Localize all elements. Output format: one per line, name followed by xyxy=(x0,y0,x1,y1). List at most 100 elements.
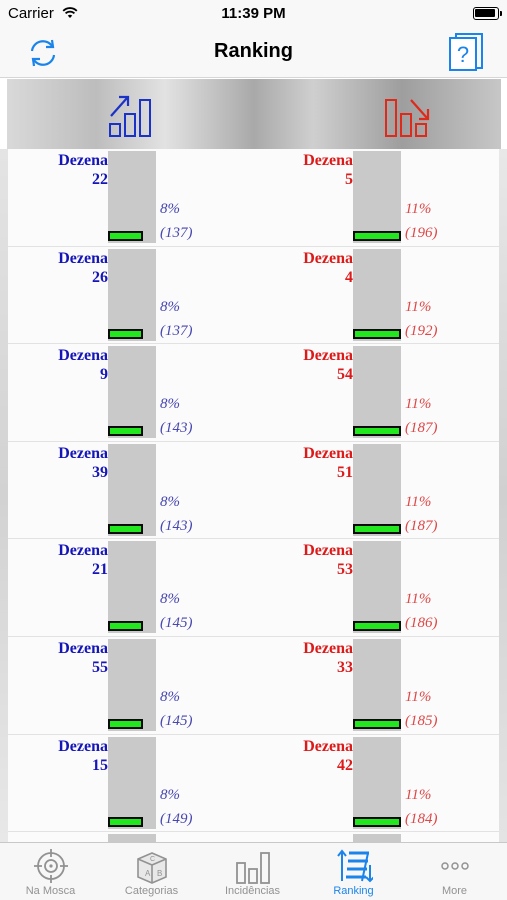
count-value: (192) xyxy=(405,322,438,339)
count-value: (137) xyxy=(160,225,193,241)
dezena-title: Dezena xyxy=(58,249,108,267)
frequency-bar xyxy=(353,736,401,829)
ranking-icon xyxy=(337,849,373,883)
dezena-title: Dezena xyxy=(303,639,353,657)
tab-more[interactable]: More xyxy=(404,843,505,900)
status-bar: Carrier 11:39 PM xyxy=(0,0,507,28)
dezena-number: 42 xyxy=(337,756,353,774)
frequency-bar-fill xyxy=(353,621,401,632)
count-value: (184) xyxy=(405,810,438,827)
status-time: 11:39 PM xyxy=(221,5,286,22)
frequency-bar-fill xyxy=(108,523,143,534)
frequency-bar xyxy=(108,638,156,731)
dezena-title: Dezena xyxy=(303,542,353,560)
battery-icon xyxy=(473,7,502,20)
svg-text:A: A xyxy=(145,869,151,878)
dezena-label: Dezena 4 xyxy=(303,249,353,287)
ranking-row[interactable]: Dezena 21 8% (145) Dezena 53 11% (186) xyxy=(8,539,499,637)
frequency-bar-fill xyxy=(353,816,401,827)
frequency-bar xyxy=(108,736,156,829)
dezena-label: Dezena 22 xyxy=(58,151,108,189)
dezena-title: Dezena xyxy=(303,152,353,169)
percent-value: 11% xyxy=(405,396,432,413)
frequency-bar-fill xyxy=(108,816,143,827)
most-frequent-cell: Dezena 51 11% (187) xyxy=(253,442,498,538)
tab-ranking[interactable]: Ranking xyxy=(303,843,404,900)
frequency-bar xyxy=(108,443,156,536)
tab-bar: Na Mosca A B C Categorias Incidências Ra… xyxy=(0,842,507,900)
dezena-label: Dezena 15 xyxy=(58,737,108,775)
frequency-bar-fill xyxy=(108,231,143,241)
svg-text:B: B xyxy=(157,869,162,878)
ranking-list[interactable]: Dezena 22 8% (137) Dezena 5 11% (196) Dezena 26 8%… xyxy=(8,149,499,842)
frequency-bar xyxy=(108,541,156,634)
dezena-label: Dezena 26 xyxy=(58,249,108,287)
dezena-number: 53 xyxy=(337,561,353,579)
dezena-number: 55 xyxy=(92,658,108,676)
count-value: (187) xyxy=(405,517,438,534)
dezena-title: Dezena xyxy=(303,737,353,755)
percent-value: 8% xyxy=(160,201,180,217)
ranking-row[interactable]: Dezena 9 8% (143) Dezena 54 11% (187) xyxy=(8,344,499,442)
tab-incidencias[interactable]: Incidências xyxy=(202,843,303,900)
help-icon[interactable]: ? xyxy=(447,32,485,72)
tab-label: Categorias xyxy=(124,885,179,897)
frequency-bar xyxy=(108,151,156,243)
count-value: (145) xyxy=(160,712,193,729)
dezena-number: 33 xyxy=(337,658,353,676)
frequency-bar xyxy=(353,834,401,842)
dezena-label: Dezena 9 xyxy=(58,346,108,384)
ranking-row[interactable]: Dezena 22 8% (137) Dezena 5 11% (196) xyxy=(8,149,499,247)
count-value: (186) xyxy=(405,615,438,632)
dezena-title: Dezena xyxy=(58,444,108,462)
frequency-bar xyxy=(353,638,401,731)
frequency-bar-fill xyxy=(353,718,401,729)
dezena-title: Dezena xyxy=(58,737,108,755)
dezena-label: Dezena 21 xyxy=(58,541,108,579)
percent-value: 11% xyxy=(405,493,432,510)
dezena-number: 39 xyxy=(92,463,108,481)
least-frequent-cell: Dezena 9 8% (143) xyxy=(8,344,253,440)
ranking-row[interactable]: Dezena 26 8% (137) Dezena 4 11% (192) xyxy=(8,247,499,345)
tab-label: Incidências xyxy=(224,885,281,897)
count-value: (145) xyxy=(160,615,193,632)
ranking-row[interactable]: Dezena 55 8% (145) Dezena 33 11% (185) xyxy=(8,637,499,735)
least-frequent-cell: Dezena 21 8% (145) xyxy=(8,539,253,635)
svg-text:?: ? xyxy=(457,42,469,67)
percent-value: 11% xyxy=(405,688,432,705)
ranking-row[interactable]: Dezena 39 8% (143) Dezena 51 11% (187) xyxy=(8,442,499,540)
most-frequent-cell: Dezena 53 11% (186) xyxy=(253,539,498,635)
frequency-bar xyxy=(353,151,401,243)
frequency-bar-fill xyxy=(353,523,401,534)
carrier-label: Carrier xyxy=(8,5,54,22)
frequency-bar-fill xyxy=(108,718,143,729)
dezena-label: Dezena 55 xyxy=(58,639,108,677)
refresh-icon[interactable] xyxy=(26,36,60,70)
percent-value: 8% xyxy=(160,591,180,608)
ranking-header-band xyxy=(7,79,501,149)
trending-up-chart-icon xyxy=(109,95,151,137)
ranking-row[interactable] xyxy=(8,832,499,842)
dezena-title: Dezena xyxy=(58,542,108,560)
percent-value: 8% xyxy=(160,298,180,315)
count-value: (137) xyxy=(160,322,193,339)
dezena-label: Dezena 33 xyxy=(303,639,353,677)
count-value: (185) xyxy=(405,712,438,729)
bar-chart-icon xyxy=(236,852,270,884)
right-texture-margin xyxy=(499,149,507,842)
dezena-label: Dezena 51 xyxy=(303,444,353,482)
dezena-number: 4 xyxy=(345,268,353,286)
ranking-row[interactable]: Dezena 15 8% (149) Dezena 42 11% (184) xyxy=(8,735,499,833)
dezena-label: Dezena 42 xyxy=(303,737,353,775)
tab-categorias[interactable]: A B C Categorias xyxy=(101,843,202,900)
least-frequent-cell: Dezena 55 8% (145) xyxy=(8,637,253,733)
more-icon xyxy=(441,862,469,870)
dezena-label: Dezena 39 xyxy=(58,444,108,482)
tab-na-mosca[interactable]: Na Mosca xyxy=(0,843,101,900)
count-value: (196) xyxy=(405,225,438,241)
dezena-number: 51 xyxy=(337,463,353,481)
dezena-number: 54 xyxy=(337,366,353,384)
navigation-bar: Ranking ? xyxy=(0,28,507,78)
count-value: (187) xyxy=(405,420,438,437)
page-title: Ranking xyxy=(214,40,293,62)
